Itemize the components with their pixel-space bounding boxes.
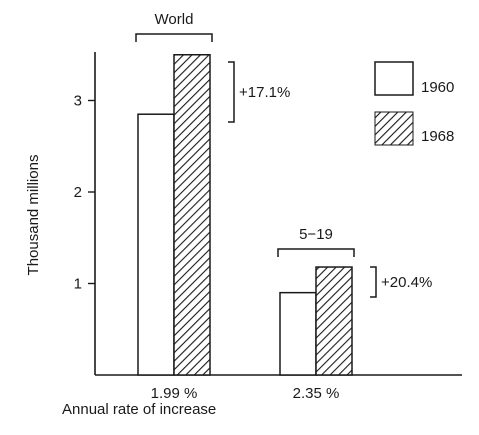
y-tick-label: 1 xyxy=(74,276,82,293)
group-title-bracket xyxy=(277,248,355,257)
bar-1968-world xyxy=(173,54,211,376)
legend-label-1968: 1968 xyxy=(421,128,454,145)
group-title: 5−19 xyxy=(299,226,333,243)
legend-swatch-1968 xyxy=(374,111,414,146)
bar-1960-world xyxy=(137,113,175,376)
group-title-bracket xyxy=(135,33,213,42)
change-label: +20.4% xyxy=(381,274,432,291)
legend: 1960 1968 xyxy=(374,61,454,146)
change-label: +17.1% xyxy=(239,84,290,101)
group-title: World xyxy=(155,11,194,28)
change-bracket xyxy=(228,61,235,123)
bar-1960-5-19 xyxy=(279,291,317,376)
bar-1968-5-19 xyxy=(315,266,353,376)
y-tick-label: 2 xyxy=(74,184,82,201)
legend-label-1960: 1960 xyxy=(421,79,454,96)
x-category-label: 2.35 % xyxy=(293,385,340,402)
x-category-label: 1.99 % xyxy=(151,385,198,402)
y-tick-label: 3 xyxy=(74,93,82,110)
legend-swatch-1960 xyxy=(374,61,414,96)
change-bracket xyxy=(370,266,377,298)
y-axis-title: Thousand millions xyxy=(25,155,42,276)
x-axis-title: Annual rate of increase xyxy=(62,401,216,418)
